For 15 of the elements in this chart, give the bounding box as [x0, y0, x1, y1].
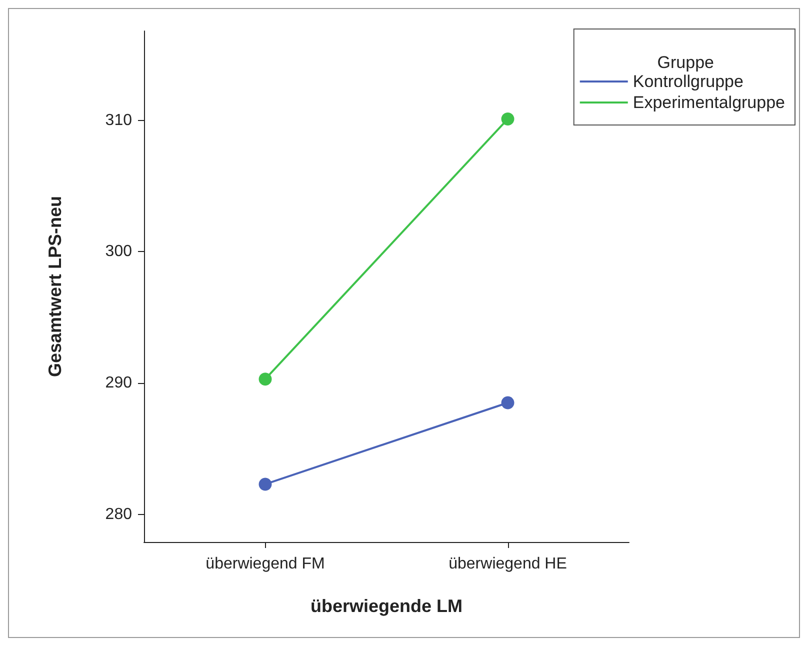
legend-label: Experimentalgruppe [632, 93, 786, 112]
legend-label: Kontrollgruppe [632, 72, 744, 91]
y-tick-label: 290 [105, 374, 132, 392]
point [501, 112, 514, 126]
x-tick-label: überwiegend FM [206, 556, 325, 572]
y-axis-title: Gesamtwert LPS-neu [45, 196, 65, 378]
y-tick-label: 280 [105, 506, 132, 523]
point [501, 396, 514, 410]
x-axis-title: überwiegende LM [310, 596, 463, 616]
point [258, 478, 272, 491]
y-tick-label: 300 [105, 243, 132, 260]
y-tick-label: 310 [105, 112, 132, 129]
point [258, 372, 272, 386]
legend-title: Gruppe [657, 53, 714, 72]
x-tick-label: überwiegend HE [448, 556, 567, 572]
